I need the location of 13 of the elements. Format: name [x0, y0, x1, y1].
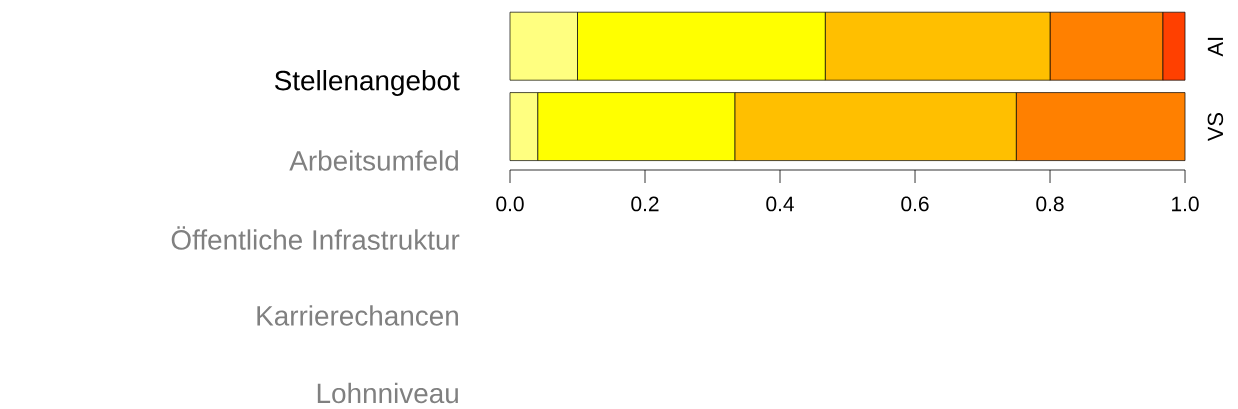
x-tick-label: 1.0 [1172, 196, 1199, 212]
text: Karrierechancen [257, 305, 458, 326]
x-tick-label: 0.6 [901, 196, 929, 212]
x-tick-label: 0.8 [1036, 196, 1064, 212]
y-tick-label: AI [1207, 37, 1223, 57]
text: Lohnniveau [317, 382, 458, 404]
text: Arbeitsumfeld [289, 150, 458, 171]
y-tick-label: VS [1207, 112, 1224, 142]
x-tick-label: 0.2 [631, 196, 659, 212]
text: Stellenangebot [274, 70, 460, 96]
x-tick-label: 0.4 [766, 196, 794, 212]
text: Öffentliche Infrastruktur [171, 226, 460, 250]
x-tick-label: 0.0 [496, 196, 524, 212]
